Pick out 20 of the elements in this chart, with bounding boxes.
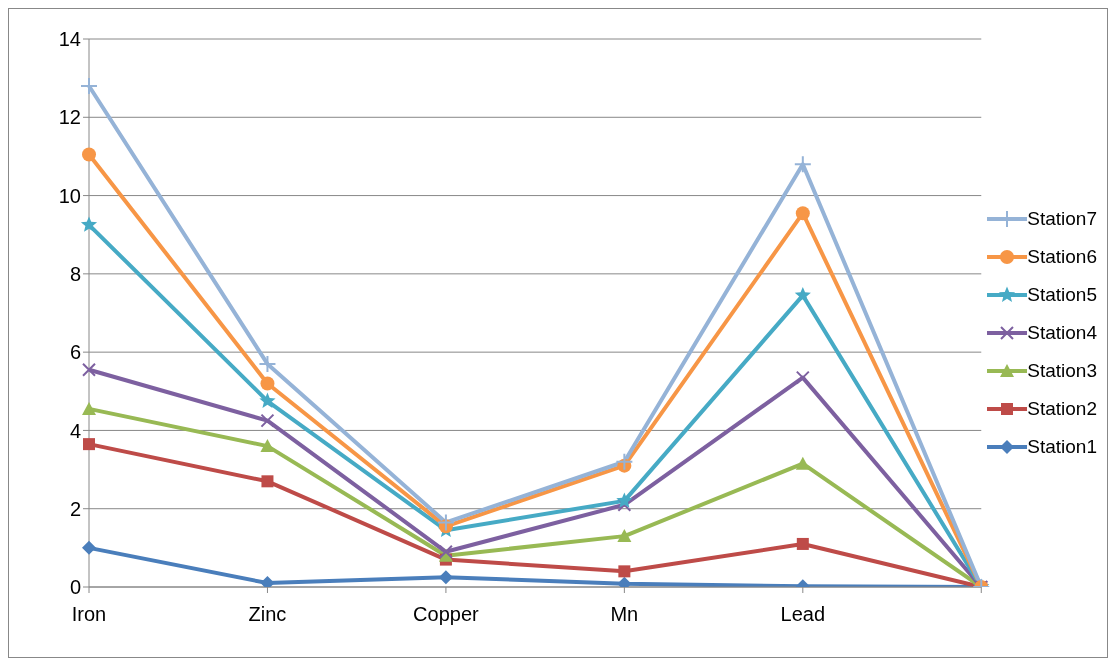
y-tick-label: 14 — [58, 28, 81, 51]
y-tick-label: 12 — [58, 106, 81, 129]
y-tick-label: 10 — [58, 184, 81, 207]
x-tick-label: Mn — [610, 603, 639, 626]
legend-label: Station7 — [1027, 208, 1097, 230]
x-tick-label: Copper — [413, 603, 480, 626]
x-tick-label: Zinc — [248, 603, 287, 626]
x-tick-label: Lead — [780, 603, 826, 626]
legend-label: Station5 — [1027, 284, 1097, 306]
y-tick-label: 0 — [69, 576, 81, 599]
legend-label: Station4 — [1027, 322, 1097, 344]
legend-label: Station1 — [1027, 436, 1097, 458]
legend-label: Station6 — [1027, 246, 1097, 268]
y-tick-label: 4 — [69, 419, 81, 442]
legend-label: Station3 — [1027, 360, 1097, 382]
legend-label: Station2 — [1027, 398, 1097, 420]
y-tick-label: 8 — [69, 262, 81, 285]
y-tick-label: 6 — [69, 341, 81, 364]
y-tick-label: 2 — [69, 497, 81, 520]
x-tick-label: Iron — [71, 603, 107, 626]
